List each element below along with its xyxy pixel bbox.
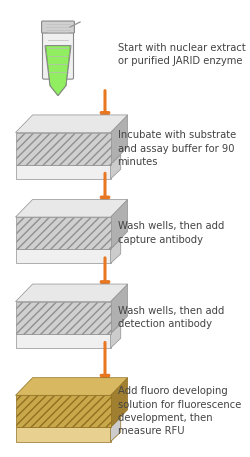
FancyBboxPatch shape (42, 31, 74, 79)
Polygon shape (16, 284, 128, 302)
Polygon shape (16, 199, 128, 217)
Polygon shape (46, 46, 70, 96)
Polygon shape (110, 284, 128, 334)
Polygon shape (16, 115, 128, 133)
Polygon shape (16, 377, 128, 395)
Polygon shape (16, 249, 110, 264)
Polygon shape (110, 324, 121, 348)
Polygon shape (16, 217, 110, 249)
Text: Add fluoro developing
solution for fluorescence
development, then
measure RFU: Add fluoro developing solution for fluor… (118, 387, 241, 436)
Text: Wash wells, then add
capture antibody: Wash wells, then add capture antibody (118, 222, 224, 244)
Polygon shape (110, 199, 128, 249)
Polygon shape (16, 334, 110, 348)
Polygon shape (110, 377, 128, 427)
Polygon shape (16, 165, 110, 179)
Polygon shape (110, 155, 121, 179)
Polygon shape (16, 302, 110, 334)
Polygon shape (16, 427, 110, 442)
FancyBboxPatch shape (42, 21, 74, 33)
Polygon shape (110, 115, 128, 165)
Polygon shape (16, 133, 110, 165)
Text: Wash wells, then add
detection antibody: Wash wells, then add detection antibody (118, 306, 224, 329)
Polygon shape (110, 418, 121, 442)
Polygon shape (16, 395, 110, 427)
Polygon shape (110, 239, 121, 264)
Text: Incubate with substrate
and assay buffer for 90
minutes: Incubate with substrate and assay buffer… (118, 130, 236, 167)
Text: Start with nuclear extract
or purified JARID enzyme: Start with nuclear extract or purified J… (118, 43, 245, 66)
